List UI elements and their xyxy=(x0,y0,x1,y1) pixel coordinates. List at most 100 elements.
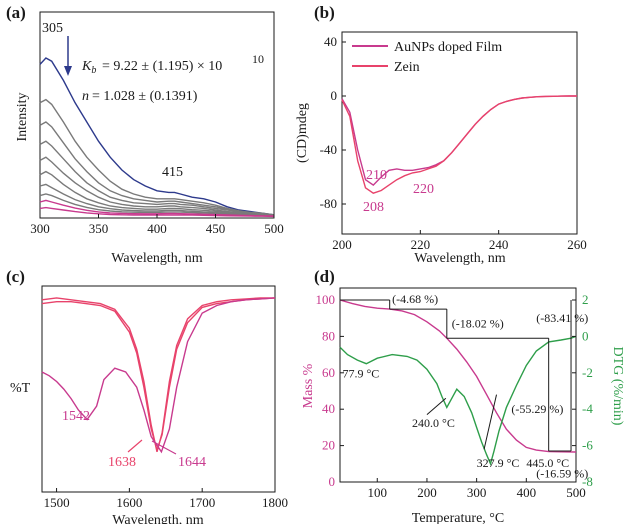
panel-c-label: (c) xyxy=(6,267,25,286)
panel-a-arrowhead xyxy=(64,66,72,76)
panel-c-peak-1542: 1542 xyxy=(62,409,90,424)
temp-327: 327.9 °C xyxy=(477,456,520,470)
panel-c-xtick-label: 1600 xyxy=(116,495,142,510)
mass-loss-total: (-83.41 %) xyxy=(536,311,588,325)
panel-c-series-1 xyxy=(41,297,276,453)
panel-a-series-1 xyxy=(39,98,275,216)
panel-d-frame xyxy=(339,287,577,483)
panel-d-right-ytick-label: -6 xyxy=(582,438,593,453)
panel-d-xlabel: Temperature, °C xyxy=(412,511,504,524)
panel-b-series-group xyxy=(341,95,577,194)
panel-c-xtick-label: 1700 xyxy=(189,495,215,510)
panel-a-series-7 xyxy=(39,193,275,217)
panel-c-ylabel: %T xyxy=(10,381,31,396)
panel-c-xtick-label: 1800 xyxy=(262,495,288,510)
panel-b-legend: AuNPs doped Film Zein xyxy=(352,40,502,75)
panel-a-series-8 xyxy=(39,199,275,217)
panel-b-ytick-label: 0 xyxy=(331,88,338,103)
mass-loss-2: (-18.02 %) xyxy=(452,316,504,330)
panel-c-arrow-1644 xyxy=(151,440,177,455)
panel-a: (a) 300 350 400 450 500 Wavelength, nm Inten… xyxy=(6,3,284,266)
panel-a-frame xyxy=(39,11,275,219)
panel-b-peak-210: 210 xyxy=(366,168,387,183)
panel-b-xtick-label: 200 xyxy=(332,237,352,252)
panel-a-xtick-label: 350 xyxy=(89,221,109,236)
panel-d-ytick-label: 0 xyxy=(329,474,336,489)
panel-d-label: (d) xyxy=(314,267,335,286)
panel-c: (c) 1500 1600 1700 1800 Wavelength, nm %T 1… xyxy=(6,267,288,524)
panel-a-kb: Kb xyxy=(81,59,96,76)
panel-b-frame xyxy=(341,31,578,235)
panel-c-peak-1638: 1638 xyxy=(108,455,136,470)
panel-d-xtick-label: 200 xyxy=(417,485,437,500)
mass-loss-1: (-4.68 %) xyxy=(392,292,438,306)
panel-a-series-6 xyxy=(39,183,275,216)
legend-label-zein: Zein xyxy=(394,60,420,75)
panel-b-ytick-label: -80 xyxy=(320,196,337,211)
panel-c-arrow-1638 xyxy=(127,439,143,453)
panel-d-xtick-label: 400 xyxy=(517,485,537,500)
panel-a-n-main: = 1.028 ± (0.1391) xyxy=(92,89,198,104)
panel-d-xtick-label: 500 xyxy=(566,485,586,500)
arrow-327 xyxy=(483,394,497,450)
panel-d-ytick-label: 40 xyxy=(322,401,335,416)
panel-a-series-5 xyxy=(39,170,274,216)
mass-loss-3: (-55.29 %) xyxy=(511,402,563,416)
panel-b-peak-208: 208 xyxy=(363,200,384,215)
panel-d-right-ytick-label: -4 xyxy=(582,401,593,416)
panel-a-ylabel: Intensity xyxy=(15,93,30,142)
panel-d-xtick-label: 300 xyxy=(467,485,487,500)
panel-d-right-ytick-label: -8 xyxy=(582,474,593,489)
arrow-240 xyxy=(426,397,447,416)
panel-a-series-4 xyxy=(39,156,275,216)
panel-d-y2label: DTG (%/min) xyxy=(610,347,625,426)
panel-a-n: n xyxy=(82,89,89,104)
panel-d-right-ytick-label: -2 xyxy=(582,365,593,380)
panel-b-xlabel: Wavelength, nm xyxy=(414,251,506,266)
panel-d-ytick-label: 80 xyxy=(322,328,335,343)
panel-d-right-ytick-label: 0 xyxy=(582,328,589,343)
panel-b-ytick-label: -40 xyxy=(320,142,337,157)
legend-label-aunps: AuNPs doped Film xyxy=(394,40,502,55)
panel-a-xtick-label: 300 xyxy=(30,221,50,236)
panel-d-dtg-series-0 xyxy=(339,335,577,466)
panel-a-xtick-label: 500 xyxy=(264,221,284,236)
panel-c-frame xyxy=(41,285,276,493)
panel-a-peak-415: 415 xyxy=(162,165,183,180)
panel-a-series-group xyxy=(39,57,275,218)
panel-a-kb-exp: 10 xyxy=(252,52,264,66)
panel-c-peak-1644: 1644 xyxy=(178,455,206,470)
panel-b-xtick-label: 220 xyxy=(411,237,431,252)
panel-b-series-1 xyxy=(341,95,577,194)
panel-d-annotations: (-4.68 %) (-18.02 %) (-55.29 %) (-16.59 %) (… xyxy=(340,292,588,480)
panel-a-peak-305: 305 xyxy=(42,21,63,36)
panel-a-series-2 xyxy=(39,121,275,216)
panel-d: (d) 100 200 300 400 50010080604020020-2-4-6-… xyxy=(301,267,625,524)
mass-loss-4: (-16.59 %) xyxy=(536,466,588,480)
temp-240: 240.0 °C xyxy=(412,416,455,430)
panel-c-series-2 xyxy=(41,297,276,454)
panel-b-label: (b) xyxy=(314,3,335,22)
panel-c-xlabel: Wavelength, nm xyxy=(112,513,204,524)
panel-b-peak-220: 220 xyxy=(413,182,434,197)
panel-d-ylabel: Mass % xyxy=(301,363,316,408)
panel-d-mass-series-0 xyxy=(339,299,577,453)
panel-d-ytick-label: 60 xyxy=(322,365,335,380)
panel-b: (b) 200 220 240 260 40 0 -40 -80 Wavelength, nm… xyxy=(295,3,587,266)
panel-a-kb-main: = 9.22 ± (1.195) × 10 xyxy=(102,59,222,74)
panel-a-xlabel: Wavelength, nm xyxy=(111,251,203,266)
temp-445: 445.0 °C xyxy=(526,456,569,470)
panel-b-xtick-label: 260 xyxy=(567,237,587,252)
panel-a-series-0 xyxy=(39,57,275,216)
panel-a-label: (a) xyxy=(6,3,26,22)
panel-a-xtick-label: 400 xyxy=(147,221,167,236)
panel-d-ytick-label: 100 xyxy=(316,292,336,307)
panel-c-xtick-label: 1500 xyxy=(44,495,70,510)
panel-b-ylabel: (CD)mdeg xyxy=(295,103,310,163)
panel-d-ytick-label: 20 xyxy=(322,438,335,453)
panel-b-ytick-label: 40 xyxy=(324,34,337,49)
panel-d-series-group xyxy=(339,299,577,466)
panel-d-xtick-label: 100 xyxy=(368,485,388,500)
panel-b-xtick-label: 240 xyxy=(489,237,509,252)
